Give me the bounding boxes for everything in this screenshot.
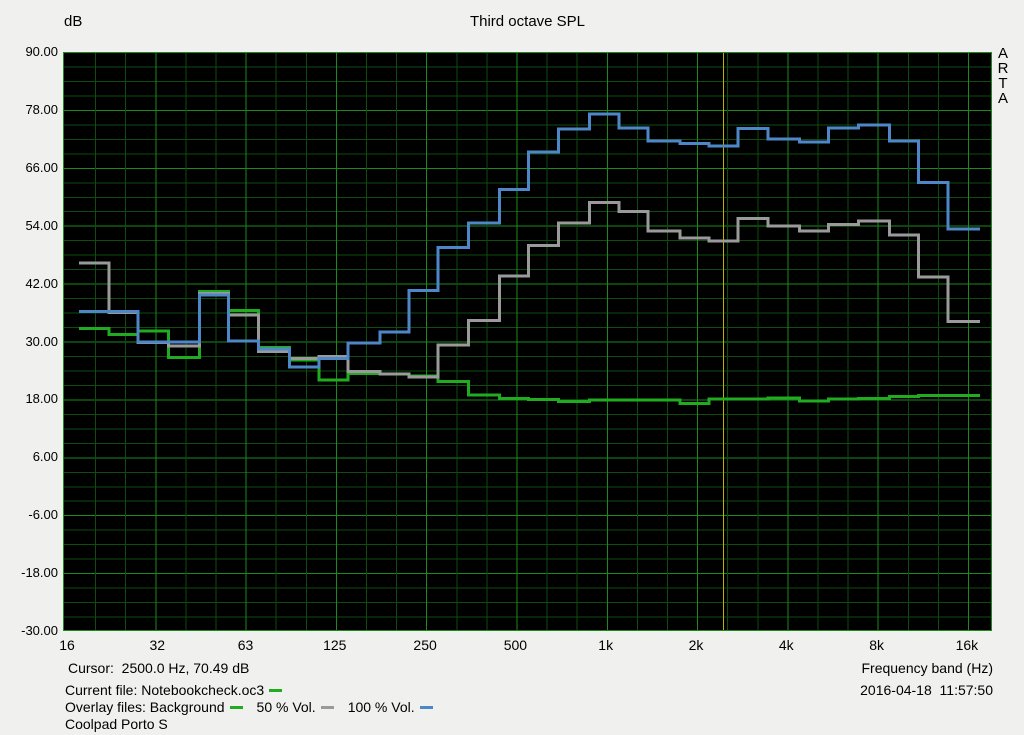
x-tick-label: 4k — [778, 637, 794, 653]
x-tick-label: 8k — [869, 637, 884, 653]
x-tick-label: 250 — [413, 637, 437, 653]
y-tick-label: -18.00 — [21, 565, 58, 581]
current-file-label: Current file: Notebookcheck.oc3 — [65, 682, 265, 698]
y-tick-label: 6.00 — [32, 449, 58, 465]
y-axis-unit-label: dB — [64, 13, 83, 30]
x-tick-label: 500 — [503, 637, 528, 653]
x-tick-label: 125 — [323, 637, 347, 653]
overlay-50-label: 50 % Vol. — [256, 699, 316, 715]
datetime-stamp: 2016-04-18 11:57:50 — [860, 682, 993, 698]
x-tick-label: 1k — [598, 637, 614, 653]
current-file-legend-swatch — [269, 688, 283, 692]
x-tick-label: 16 — [59, 637, 75, 653]
y-tick-label: 30.00 — [25, 333, 58, 349]
y-tick-label: 18.00 — [25, 391, 58, 407]
device-name: Coolpad Porto S — [65, 716, 168, 732]
current-file-row: Current file: Notebookcheck.oc3 — [65, 682, 284, 698]
y-tick-label: 90.00 — [25, 44, 58, 59]
arta-logo-letter: A — [997, 90, 1008, 107]
x-tick-label: 32 — [149, 637, 166, 653]
x-tick-label: 63 — [237, 637, 254, 653]
vol50-legend-swatch — [320, 705, 334, 709]
plot-border — [63, 52, 992, 631]
arta-logo-letter: T — [998, 75, 1008, 92]
overlay-100-label: 100 % Vol. — [347, 699, 415, 715]
arta-logo-letter: A — [997, 45, 1008, 62]
x-axis-title: Frequency band (Hz) — [861, 660, 993, 676]
overlay-files-row: Overlay files: Background 50 % Vol. 100 … — [65, 699, 435, 715]
vol100-legend-swatch — [419, 705, 433, 709]
y-tick-label: -30.00 — [21, 623, 58, 638]
y-tick-label: 78.00 — [25, 101, 58, 117]
x-tick-label: 2k — [688, 637, 704, 653]
arta-logo: A R T A — [993, 46, 1013, 106]
overlay-background-label: Overlay files: Background — [65, 699, 225, 715]
y-tick-label: -6.00 — [28, 507, 58, 523]
spl-plot[interactable] — [0, 0, 1024, 660]
chart-title: Third octave SPL — [469, 13, 586, 30]
x-tick-label: 16k — [955, 637, 979, 653]
series-trace-2 — [79, 112, 980, 369]
cursor-readout: Cursor: 2500.0 Hz, 70.49 dB — [68, 660, 250, 676]
y-tick-label: 66.00 — [25, 159, 58, 175]
arta-logo-letter: R — [997, 60, 1009, 77]
y-tick-label: 54.00 — [25, 217, 58, 233]
y-tick-label: 42.00 — [25, 275, 58, 291]
background-legend-swatch — [229, 705, 243, 709]
